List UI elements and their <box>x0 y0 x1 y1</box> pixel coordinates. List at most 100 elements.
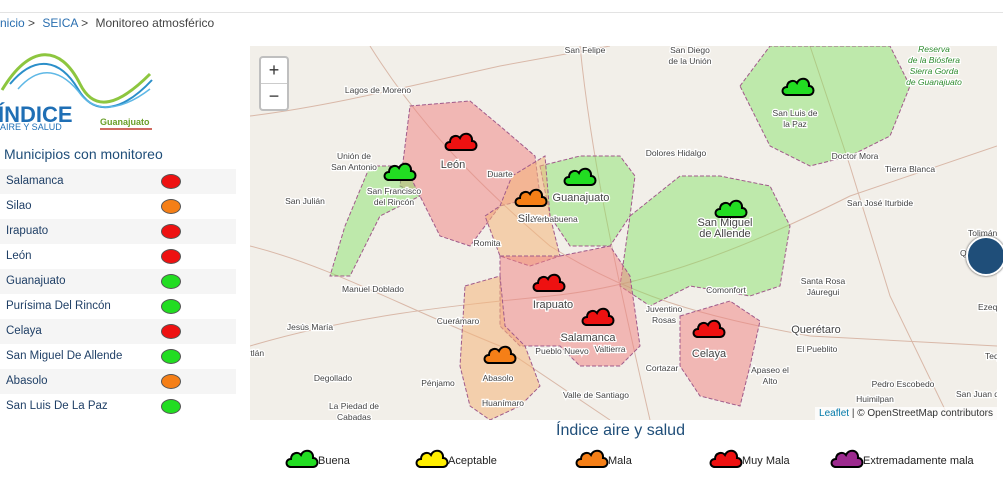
place-label: San Felipe <box>565 46 606 55</box>
legend-icon <box>415 449 449 468</box>
place-label: Abasolo <box>483 373 514 383</box>
place-label: de la Biósfera <box>908 55 960 65</box>
place-label: de la Unión <box>668 56 711 66</box>
legend-title: Índice aire y salud <box>556 422 685 439</box>
place-label: Tequisquiap <box>985 351 997 361</box>
municipality-row[interactable]: Salamanca <box>0 169 236 194</box>
crumb-link[interactable]: nicio <box>0 16 25 30</box>
place-label: de Guanajuato <box>906 77 962 87</box>
place-label: Celaya <box>692 348 727 360</box>
municipality-row[interactable]: Guanajuato <box>0 269 236 294</box>
place-label: Salamanca <box>560 332 616 344</box>
legend: Buena Aceptable Mala Muy Mala Extremadamente… <box>285 449 975 468</box>
legend-label: Buena <box>318 455 351 467</box>
municipality-list: Salamanca Silao Irapuato León Guanajuato Purí… <box>0 169 236 419</box>
status-dot <box>161 349 181 364</box>
place-label: Querétaro <box>791 324 841 336</box>
place-label: San Luis de <box>773 108 818 118</box>
place-label: Manuel Doblado <box>342 284 404 294</box>
place-label: San Diego <box>670 46 710 55</box>
accessibility-button[interactable] <box>966 236 1003 276</box>
place-label: Romita <box>474 238 501 248</box>
logo-wave <box>17 72 151 108</box>
place-label: de Allende <box>699 228 750 240</box>
place-label: San Antonio <box>331 162 377 172</box>
place-label: Jesús María <box>287 322 334 332</box>
place-label: San Juan del <box>956 389 997 399</box>
place-label: Irapuato <box>533 299 573 311</box>
status-dot <box>161 324 181 339</box>
municipality-name: San Miguel De Allende <box>6 350 123 362</box>
place-label: Dolores Hidalgo <box>646 148 707 158</box>
status-dot <box>161 249 181 264</box>
place-label: León <box>441 159 465 171</box>
place-label: Jáuregui <box>807 287 840 297</box>
zoom-out[interactable]: − <box>261 83 287 109</box>
crumb-link[interactable]: SEICA <box>42 16 78 30</box>
place-label: Pueblo Nuevo <box>535 346 589 356</box>
municipality-row[interactable]: Celaya <box>0 319 236 344</box>
municipality-name: San Luis De La Paz <box>6 400 108 412</box>
legend-label: Muy Mala <box>742 455 791 467</box>
logo-region: Guanajuato <box>100 117 150 127</box>
municipality-row[interactable]: Silao <box>0 194 236 219</box>
place-label: del Rincón <box>374 197 414 207</box>
place-label: San José Iturbide <box>847 198 913 208</box>
crumb-separator: > <box>28 16 36 30</box>
leaflet-link[interactable]: Leaflet <box>819 408 850 419</box>
municipality-row[interactable]: Purísima Del Rincón <box>0 294 236 319</box>
place-label: Juventino <box>646 304 683 314</box>
zoom-in[interactable]: + <box>268 60 280 80</box>
place-label: Apaseo el <box>751 365 789 375</box>
place-label: Comonfort <box>706 285 746 295</box>
status-dot <box>161 374 181 389</box>
municipality-name: Abasolo <box>6 375 48 387</box>
place-label: Cortazar <box>646 363 679 373</box>
legend-label: Mala <box>608 455 633 467</box>
status-dot <box>161 399 181 414</box>
municipality-name: Guanajuato <box>6 275 66 287</box>
place-label: Reserva <box>918 46 950 54</box>
place-label: Lagos de Moreno <box>345 85 411 95</box>
zoom-control: + − <box>259 56 289 111</box>
municipality-row[interactable]: León <box>0 244 236 269</box>
legend-label: Extremadamente mala <box>863 455 975 467</box>
breadcrumb: nicio > SEICA > Monitoreo atmosférico <box>0 16 218 30</box>
place-label: El Pueblito <box>797 344 838 354</box>
status-dot <box>161 199 181 214</box>
place-label: La Piedad de <box>329 401 379 411</box>
header-rule <box>0 12 1003 13</box>
municipality-row[interactable]: Abasolo <box>0 369 236 394</box>
logo-subtitle: AIRE Y SALUD <box>0 122 62 132</box>
status-dot <box>161 174 181 189</box>
municipality-row[interactable]: San Luis De La Paz <box>0 394 236 419</box>
place-label: Yerbabuena <box>532 214 578 224</box>
place-label: Ezequiel Mor <box>978 302 997 312</box>
municipality-row[interactable]: San Miguel De Allende <box>0 344 236 369</box>
place-label: Pedro Escobedo <box>872 379 935 389</box>
place-label: Cabadas <box>337 412 371 420</box>
municipality-name: Irapuato <box>6 225 49 237</box>
municipality-row[interactable]: Irapuato <box>0 219 236 244</box>
attribution-text: | © OpenStreetMap contributors <box>851 408 993 419</box>
logo-title: ÍNDICE <box>0 102 73 127</box>
municipality-name: Purísima Del Rincón <box>6 300 111 312</box>
sidebar-title: Municipios con monitoreo <box>4 146 163 162</box>
place-label: Guanajuato <box>553 192 610 204</box>
municipality-name: León <box>6 250 32 262</box>
status-dot <box>161 274 181 289</box>
place-label: Tierra Blanca <box>885 164 936 174</box>
place-label: Cuerámaro <box>437 316 480 326</box>
crumb-separator: > <box>81 16 89 30</box>
legend-icon <box>830 449 864 468</box>
place-label: Rosas <box>652 315 676 325</box>
legend-label: Aceptable <box>448 455 497 467</box>
place-label: Duarte <box>487 169 513 179</box>
municipality-name: Celaya <box>6 325 42 337</box>
place-label: Santa Rosa <box>801 276 846 286</box>
place-label: San Julián <box>285 196 325 206</box>
